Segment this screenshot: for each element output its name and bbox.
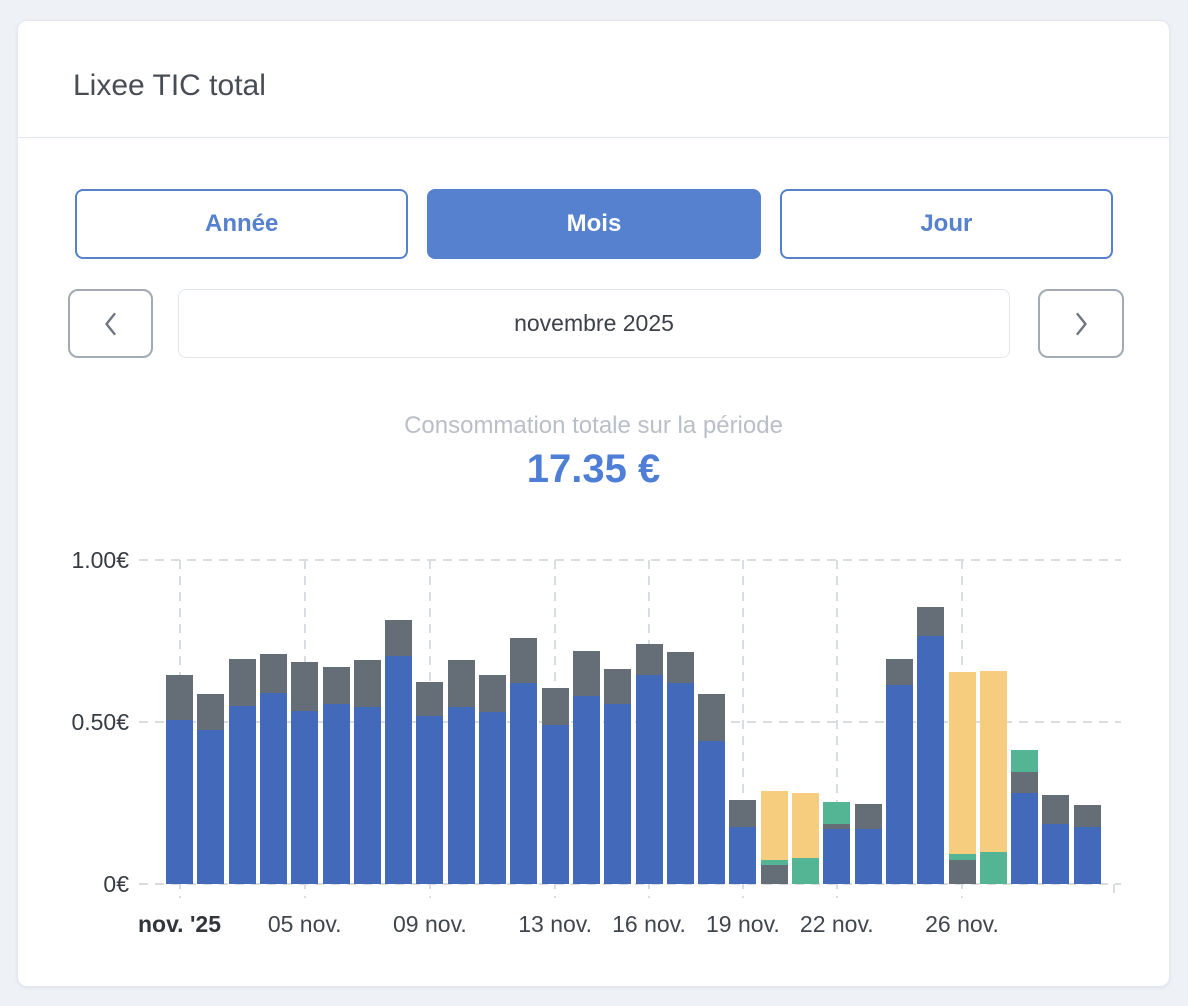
- bar-segment-green: [1011, 749, 1039, 773]
- x-tick-label: nov. '25: [137, 911, 222, 937]
- bar-segment-green: [760, 859, 788, 865]
- bar-segment-blue: [1073, 827, 1101, 884]
- bar-segment-green: [792, 858, 819, 884]
- bar-segment-gray: [291, 662, 319, 711]
- x-tick-label: 26 nov.: [925, 911, 999, 937]
- next-period-button[interactable]: [1038, 289, 1124, 358]
- bar-segment-gray: [416, 681, 444, 716]
- tab-annee[interactable]: Année: [75, 189, 409, 259]
- bar-segment-gray: [447, 660, 475, 708]
- bar-segment-gray: [885, 658, 913, 685]
- x-tick-label: 19 nov.: [706, 911, 780, 937]
- y-tick-label: 0€: [103, 871, 129, 897]
- bar-segment-gray: [259, 653, 287, 693]
- bar-segment-blue: [291, 710, 319, 884]
- bar-segment-blue: [447, 707, 475, 884]
- bar-segment-gray: [698, 694, 726, 742]
- tab-mois[interactable]: Mois: [427, 189, 761, 259]
- bar-segment-blue: [635, 675, 663, 884]
- bar-segment-blue: [823, 828, 851, 884]
- bar-segment-gray: [353, 660, 381, 708]
- x-tick-label: 22 nov.: [799, 911, 874, 937]
- period-tabs: Année Mois Jour: [75, 189, 1113, 259]
- bar-segment-blue: [322, 704, 350, 884]
- bar-segment-yellow: [792, 793, 819, 859]
- axis-end-tick: [1113, 884, 1115, 898]
- period-display[interactable]: novembre 2025: [178, 289, 1010, 358]
- bar-segment-blue: [572, 696, 600, 884]
- bar-segment-gray: [604, 668, 632, 705]
- bar-segment-gray: [1042, 794, 1070, 825]
- bar-segment-gray: [729, 799, 757, 828]
- y-tick-label: 1.00€: [71, 547, 129, 573]
- bar-segment-blue: [166, 720, 193, 884]
- x-tick-label: 13 nov.: [518, 911, 592, 937]
- total-consumption-value: 17.35 €: [526, 447, 661, 491]
- bar-segment-blue: [228, 705, 256, 884]
- bar-segment-blue: [854, 828, 882, 884]
- bar-segment-green: [823, 802, 851, 825]
- bar-segment-blue: [885, 684, 913, 884]
- bar-segment-gray: [1011, 772, 1039, 794]
- bar-segment-gray: [572, 650, 600, 697]
- bar-segment-gray: [510, 637, 538, 684]
- bar-segment-gray: [917, 606, 945, 637]
- chevron-right-icon: [1075, 312, 1087, 335]
- bar-segment-yellow: [948, 672, 976, 854]
- y-tick-label: 0.50€: [71, 709, 129, 735]
- bar-segment-gray: [1073, 804, 1101, 828]
- bar-segment-blue: [1011, 793, 1039, 884]
- bar-segment-gray: [635, 644, 663, 675]
- bar-segment-blue: [479, 712, 506, 884]
- previous-period-button[interactable]: [68, 289, 153, 358]
- bar-segment-blue: [698, 741, 726, 884]
- x-tick-label: 05 nov.: [267, 911, 342, 937]
- bar-segment-blue: [510, 683, 538, 884]
- bar-segment-green: [948, 853, 976, 860]
- bar-segment-gray: [166, 675, 193, 721]
- bar-segment-green: [979, 851, 1007, 884]
- bar-segment-gray: [823, 824, 851, 829]
- bar-segment-yellow: [760, 790, 788, 860]
- bar-segment-gray: [666, 652, 694, 684]
- bar-segment-gray: [854, 803, 882, 829]
- lixee-tic-card: Lixee TIC total Année Mois Jour novembre…: [17, 20, 1170, 987]
- total-consumption-label: Consommation totale sur la période: [404, 412, 783, 439]
- bar-segment-gray: [760, 864, 788, 884]
- bar-segment-yellow: [979, 670, 1007, 852]
- bar-segment-blue: [666, 683, 694, 884]
- header-divider: [18, 137, 1169, 138]
- gridline-horizontal: [139, 559, 1121, 561]
- bar-segment-blue: [197, 730, 225, 884]
- bar-segment-blue: [604, 704, 632, 884]
- bar-segment-blue: [353, 707, 381, 884]
- bar-segment-blue: [1042, 824, 1070, 884]
- bar-segment-blue: [541, 725, 569, 884]
- bar-segment-gray: [322, 666, 350, 705]
- bar-segment-blue: [385, 655, 413, 884]
- gridline-horizontal: [139, 883, 1121, 885]
- bar-segment-gray: [479, 675, 506, 713]
- x-tick-label: 09 nov.: [393, 911, 467, 937]
- bar-segment-gray: [385, 619, 413, 656]
- bar-segment-gray: [948, 859, 976, 884]
- consumption-bar-chart: 0€ 0.50€ 1.00€ nov. '25 05 nov. 09 nov. 13 nov…: [18, 21, 1169, 986]
- bar-segment-blue: [259, 692, 287, 884]
- chevron-left-icon: [105, 312, 116, 335]
- bar-segment-blue: [416, 715, 444, 884]
- gridline-vertical: [835, 560, 838, 898]
- bar-segment-blue: [729, 827, 757, 884]
- bar-segment-blue: [917, 636, 945, 884]
- card-title: Lixee TIC total: [73, 69, 266, 102]
- gridline-vertical: [741, 560, 744, 898]
- bar-segment-gray: [228, 658, 256, 706]
- tab-jour[interactable]: Jour: [779, 189, 1113, 259]
- x-tick-label: 16 nov.: [612, 911, 686, 937]
- bar-segment-gray: [197, 694, 225, 731]
- bar-segment-gray: [541, 687, 569, 726]
